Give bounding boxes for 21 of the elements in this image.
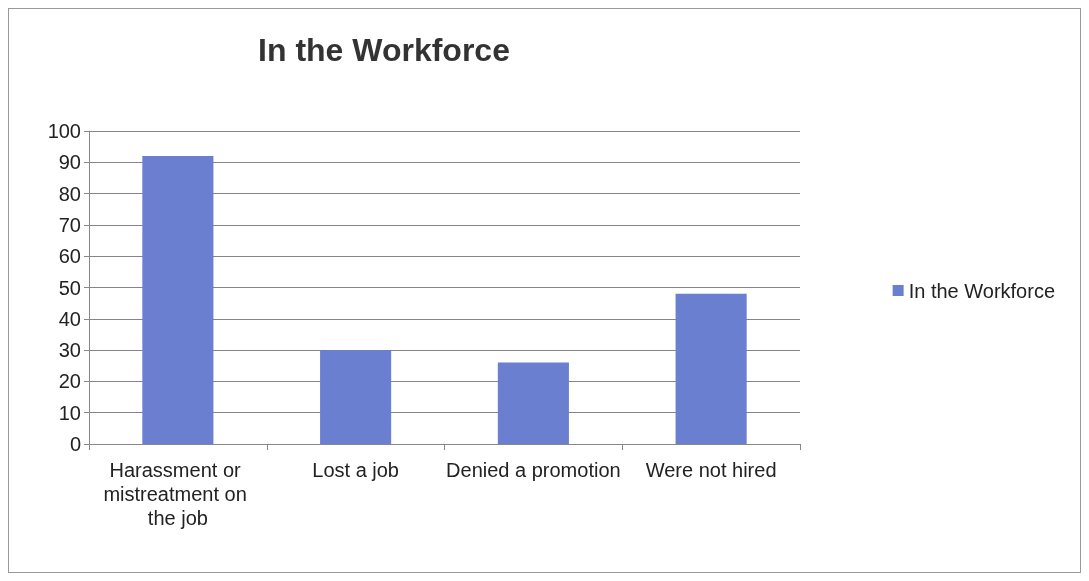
bar: [497, 362, 569, 444]
legend-label: In the Workforce: [908, 279, 1055, 302]
y-tick-label: 80: [58, 182, 81, 205]
bar: [320, 350, 392, 444]
bar: [675, 293, 747, 444]
x-tick-label: Harassment or mistreatment on the job: [103, 459, 253, 529]
y-tick-label: 90: [58, 151, 81, 174]
y-tick-label: 30: [58, 339, 81, 362]
y-tick-label: 0: [69, 433, 81, 455]
y-tick-label: 60: [58, 245, 81, 268]
y-tick-label: 100: [47, 120, 81, 142]
y-tick-label: 70: [58, 213, 81, 236]
y-tick-label: 40: [58, 307, 81, 330]
x-tick-label: Were not hired: [645, 459, 777, 481]
x-tick-label: Denied a promotion: [446, 459, 621, 481]
y-tick-label: 20: [58, 370, 81, 393]
chart-title: In the Workforce: [258, 32, 510, 68]
bar: [142, 156, 214, 444]
y-tick-label: 50: [58, 276, 81, 299]
x-tick-label: Lost a job: [312, 459, 399, 481]
y-tick-label: 10: [58, 401, 81, 424]
